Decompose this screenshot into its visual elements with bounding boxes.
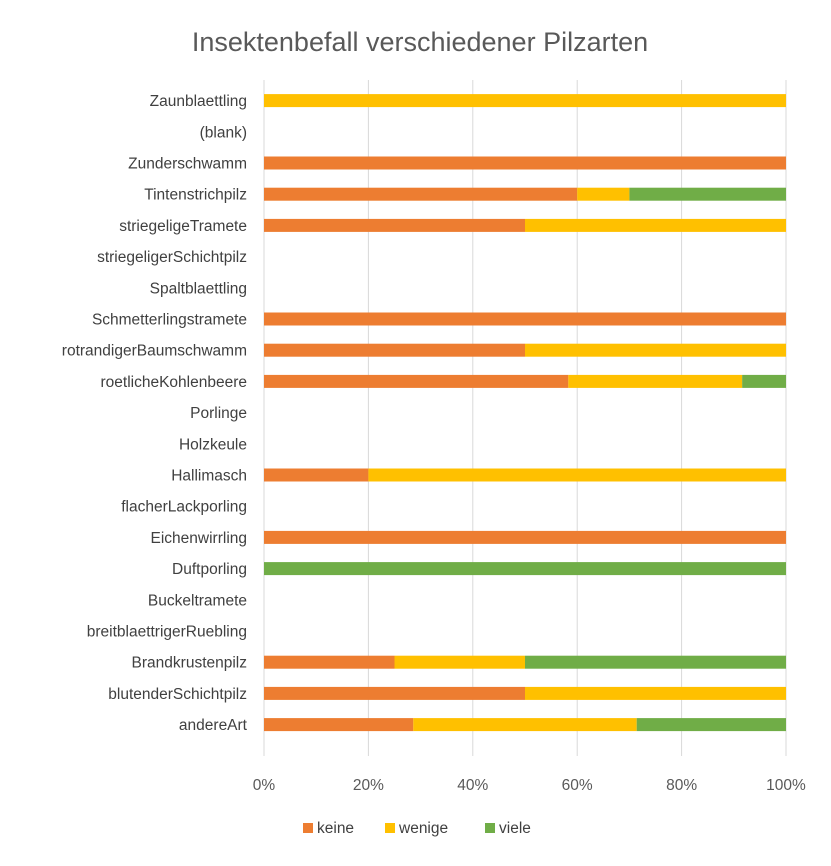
category-label: flacherLackporling (121, 499, 247, 516)
bar-wenige-rotrandigerbaumschwamm (525, 343, 786, 357)
legend: keine wenige viele (303, 820, 531, 837)
bar-wenige-blutenderschichtpilz (525, 686, 786, 700)
bar-keine-hallimasch (264, 468, 369, 482)
bar-keine-andereart (264, 718, 414, 732)
category-label: Tintenstrichpilz (144, 187, 247, 204)
category-label: Porlinge (190, 405, 247, 422)
x-tick-label: 100% (766, 777, 806, 794)
bar-keine-schmetterlingstramete (264, 312, 786, 326)
legend-swatch-keine (303, 823, 313, 833)
bar-wenige-zaunblaettling (264, 94, 786, 108)
x-tick-label: 0% (253, 777, 276, 794)
category-label: roetlicheKohlenbeere (101, 374, 248, 391)
bar-keine-blutenderschichtpilz (264, 686, 525, 700)
bar-keine-eichenwirrling (264, 530, 786, 544)
bar-keine-rotrandigerbaumschwamm (264, 343, 525, 357)
bar-wenige-striegeligetramete (525, 218, 786, 232)
category-label: Brandkrustenpilz (132, 655, 247, 672)
x-tick-label: 40% (457, 777, 488, 794)
legend-label-wenige: wenige (398, 820, 448, 837)
bar-wenige-brandkrustenpilz (394, 655, 525, 669)
bar-viele-andereart (636, 718, 786, 732)
bar-viele-tintenstrichpilz (629, 187, 786, 201)
bar-keine-zunderschwamm (264, 156, 786, 170)
bar-wenige-roetlichekohlenbeere (568, 374, 743, 388)
legend-label-keine: keine (317, 820, 354, 837)
category-label: breitblaettrigerRuebling (87, 624, 247, 641)
gridlines (263, 80, 787, 756)
category-label: Schmetterlingstramete (92, 312, 247, 329)
bar-wenige-andereart (413, 718, 637, 732)
x-tick-label: 20% (353, 777, 384, 794)
bar-keine-tintenstrichpilz (264, 187, 578, 201)
bar-viele-brandkrustenpilz (525, 655, 786, 669)
category-label: rotrandigerBaumschwamm (62, 343, 247, 360)
category-label: Buckeltramete (148, 592, 247, 609)
legend-swatch-viele (485, 823, 495, 833)
chart-title: Insektenbefall verschiedener Pilzarten (192, 27, 648, 57)
x-axis-ticks: 0% 20% 40% 60% 80% 100% (253, 777, 806, 794)
bar-wenige-hallimasch (368, 468, 786, 482)
bar-wenige-tintenstrichpilz (577, 187, 630, 201)
category-label: Spaltblaettling (150, 280, 247, 297)
category-label: Hallimasch (171, 468, 247, 485)
bar-viele-duftporling (264, 562, 786, 576)
bar-keine-brandkrustenpilz (264, 655, 395, 669)
category-label: (blank) (200, 124, 247, 141)
category-label: striegeligerSchichtpilz (97, 249, 247, 266)
x-tick-label: 60% (562, 777, 593, 794)
legend-label-viele: viele (499, 820, 531, 837)
bar-viele-roetlichekohlenbeere (742, 374, 786, 388)
category-label: Duftporling (172, 561, 247, 578)
category-label: blutenderSchichtpilz (108, 686, 247, 703)
category-label: andereArt (179, 717, 248, 734)
legend-swatch-wenige (385, 823, 395, 833)
category-label: striegeligeTramete (119, 218, 247, 235)
bar-keine-striegeligetramete (264, 218, 525, 232)
category-label: Holzkeule (179, 436, 247, 453)
category-label: Zaunblaettling (150, 93, 247, 110)
bar-keine-roetlichekohlenbeere (264, 374, 569, 388)
category-label: Zunderschwamm (128, 156, 247, 173)
bars (264, 94, 786, 732)
x-tick-label: 80% (666, 777, 697, 794)
category-labels: Zaunblaettling (blank) Zunderschwamm Tinten… (62, 93, 248, 734)
category-label: Eichenwirrling (151, 530, 247, 547)
